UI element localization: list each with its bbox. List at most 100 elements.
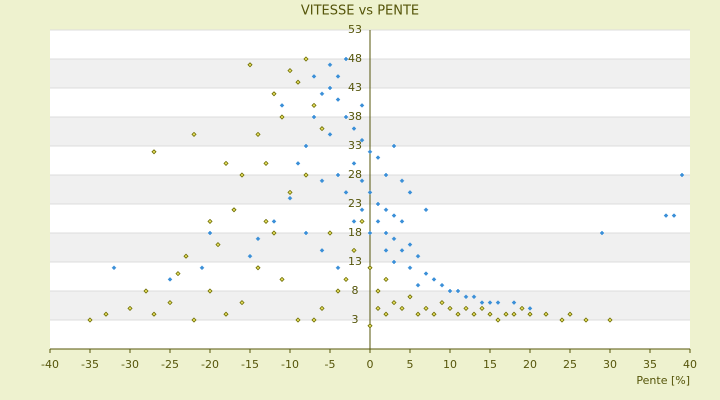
y-tick-label: 3 [352,313,359,326]
data-point [207,218,213,224]
data-point [327,62,333,68]
data-point [367,190,373,195]
data-point [335,172,341,178]
data-point [431,277,437,282]
data-point [279,276,285,282]
data-point [415,253,421,259]
data-point [383,172,389,178]
x-tick-label: 15 [483,358,497,371]
data-point [527,306,533,311]
data-point [399,219,405,224]
data-point [223,160,229,166]
data-point [335,97,341,102]
data-point [127,305,133,311]
data-point [391,213,397,218]
data-point [191,131,197,137]
data-point [447,288,453,294]
data-point [439,300,445,306]
y-tick-label: 38 [348,110,362,123]
data-point [303,230,309,236]
data-point [287,195,293,201]
data-point [215,242,221,248]
data-point [351,161,357,166]
y-tick-label: 43 [348,81,362,94]
data-point [167,300,173,306]
x-tick-label: -20 [201,358,219,371]
data-point [111,265,117,271]
data-point [255,265,261,271]
data-point [87,317,93,323]
data-point [415,311,421,317]
data-point [511,311,517,317]
x-tick-label: 25 [563,358,577,371]
data-point [335,265,341,271]
data-point [239,172,245,178]
data-point [303,56,309,62]
data-point [375,219,381,224]
y-tick-label: 13 [348,255,362,268]
data-point [383,248,389,253]
y-tick-label: 48 [348,52,362,65]
data-point [231,207,237,213]
data-point [455,311,461,317]
x-tick-label: 20 [523,358,537,371]
data-point [335,288,341,294]
data-point [367,149,373,155]
data-point [367,265,373,271]
data-point [351,219,357,224]
data-point [479,300,485,305]
data-point [359,103,365,108]
data-point [311,114,317,120]
data-point [487,311,493,317]
data-point [279,103,285,108]
data-point [407,190,413,195]
x-tick-label: 10 [443,358,457,371]
data-point [415,282,421,288]
x-tick-label: -40 [41,358,59,371]
data-point [439,282,445,288]
data-point [311,102,317,108]
data-point [399,248,405,253]
data-point [471,294,477,300]
data-point [151,149,157,155]
x-tick-label: 30 [603,358,617,371]
data-point [399,178,405,184]
data-point [391,143,397,149]
data-point [327,132,333,137]
data-point [431,311,437,317]
data-point [367,323,373,329]
data-point [567,311,573,317]
data-point [359,137,365,143]
data-point [375,201,381,207]
data-point [423,207,429,213]
data-point [319,178,325,184]
data-point [407,242,413,247]
data-point [359,218,365,224]
data-point [143,288,149,294]
data-point [495,317,501,323]
data-point [295,161,301,166]
data-point [559,317,565,323]
data-point [343,114,349,120]
y-tick-label: 33 [348,139,362,152]
data-point [375,155,381,160]
data-point [463,294,469,300]
data-point [351,126,357,131]
data-point [287,68,293,74]
data-point [407,294,413,300]
y-tick-label: 8 [352,284,359,297]
y-tick-label: 28 [348,168,362,181]
data-point [335,74,341,79]
data-point [263,218,269,224]
data-point [391,300,397,306]
data-point [303,172,309,178]
data-point [287,189,293,195]
data-point [607,317,613,323]
data-point [327,230,333,236]
x-tick-label: -30 [121,358,139,371]
data-point [383,207,389,213]
data-point [343,190,349,195]
data-point [255,131,261,137]
data-point [207,288,213,294]
data-point [423,305,429,311]
